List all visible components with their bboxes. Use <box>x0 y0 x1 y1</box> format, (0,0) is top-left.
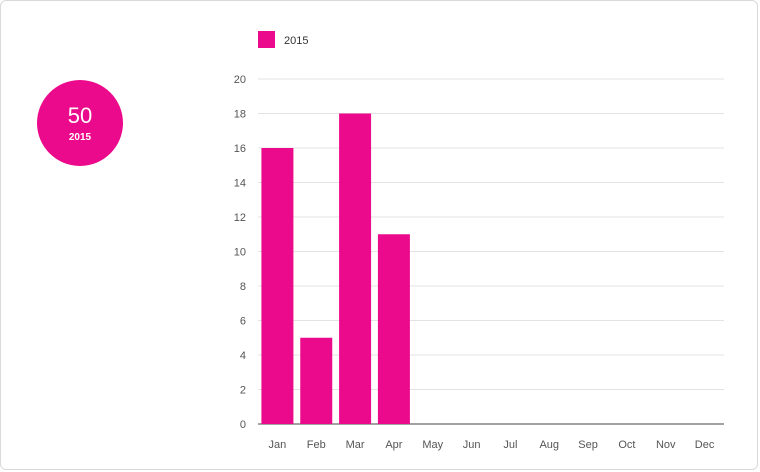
summary-total: 50 <box>67 102 93 128</box>
x-tick-label: Jun <box>463 439 481 451</box>
y-tick-label: 0 <box>240 419 246 431</box>
y-tick-label: 16 <box>234 143 246 155</box>
x-tick-label: Aug <box>539 439 559 451</box>
y-tick-label: 18 <box>234 109 246 121</box>
bar-feb <box>300 337 333 424</box>
x-tick-label: Sep <box>578 439 598 451</box>
x-tick-label: Oct <box>618 439 635 451</box>
legend: 2015 <box>258 31 308 48</box>
gridlines <box>258 78 724 425</box>
x-tick-label: Apr <box>385 439 402 451</box>
legend-label: 2015 <box>284 35 308 47</box>
summary-circle: 50 2015 <box>37 80 123 166</box>
bar-jan <box>261 148 294 424</box>
x-tick-label: Jul <box>503 439 517 451</box>
summary-year: 2015 <box>68 131 92 143</box>
bar-mar <box>339 113 372 424</box>
x-tick-label: Jan <box>269 439 287 451</box>
y-tick-label: 20 <box>234 74 246 86</box>
bar-apr <box>377 234 410 424</box>
legend-swatch <box>258 31 275 48</box>
y-tick-label: 8 <box>240 281 246 293</box>
y-tick-label: 2 <box>240 385 246 397</box>
x-tick-label: Feb <box>307 439 326 451</box>
x-tick-label: Dec <box>695 439 715 451</box>
x-axis-ticks: Jan Feb Mar Apr May Jun Jul Aug Sep Oct Nov Dec <box>269 439 715 451</box>
y-tick-label: 4 <box>240 350 246 362</box>
x-tick-label: Nov <box>656 439 676 451</box>
y-tick-label: 6 <box>240 316 246 328</box>
bars <box>261 113 410 424</box>
y-tick-label: 12 <box>234 212 246 224</box>
x-tick-label: May <box>422 439 443 451</box>
y-tick-label: 14 <box>234 178 246 190</box>
x-tick-label: Mar <box>346 439 365 451</box>
y-tick-label: 10 <box>234 247 246 259</box>
y-axis-ticks: 0 2 4 6 8 10 12 14 16 18 20 <box>234 74 246 431</box>
